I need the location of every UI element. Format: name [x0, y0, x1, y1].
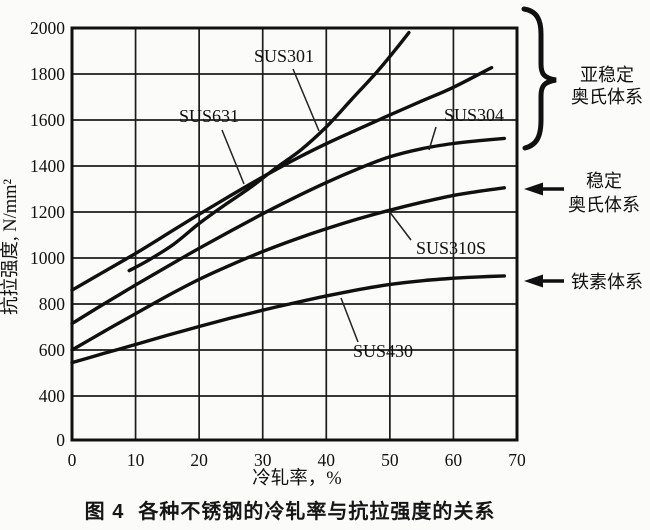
- label-leader-sus301: [292, 68, 320, 132]
- y-tick-label: 1600: [30, 110, 65, 130]
- y-axis-title: 抗拉强度, N/mm²: [0, 179, 21, 316]
- label-leader-sus631: [221, 129, 245, 185]
- left-arrow-sus310s-head: [524, 182, 543, 196]
- y-tick-label: 1800: [30, 64, 65, 84]
- curve-sus631: [70, 65, 494, 292]
- y-tick-label: 0: [56, 430, 65, 450]
- curve-sus310s: [70, 186, 506, 352]
- y-tick-label: 2000: [30, 18, 65, 38]
- x-tick-label: 60: [445, 450, 463, 470]
- x-tick-label: 70: [508, 450, 526, 470]
- y-tick-label: 400: [39, 386, 66, 406]
- figure-title: 各种不锈钢的冷轧率与抗拉强度的关系: [138, 501, 496, 523]
- y-tick-label: 800: [39, 294, 66, 314]
- plot-border: [70, 26, 519, 442]
- figure-caption: 图 4 各种不锈钢的冷轧率与抗拉强度的关系: [0, 495, 580, 524]
- y-tick-label: 1000: [30, 248, 65, 268]
- annotation-text-亚稳定奥氏体系: 奥氏体系: [571, 87, 643, 107]
- y-tick-label: 600: [39, 340, 66, 360]
- annotation-text-铁素体系: 铁素体系: [571, 272, 643, 292]
- curve-sus304: [70, 136, 506, 326]
- x-tick-label: 0: [68, 450, 77, 470]
- curve-label-sus301: SUS301: [254, 46, 314, 66]
- label-leader-sus430: [340, 297, 359, 343]
- x-axis-title: 冷轧率，%: [252, 468, 341, 489]
- curve-label-sus304: SUS304: [444, 105, 504, 125]
- x-tick-label: 50: [381, 450, 399, 470]
- label-leader-sus310s: [388, 210, 412, 241]
- annotation-text-亚稳定奥氏体系: 亚稳定: [580, 65, 634, 85]
- left-arrow-sus430-head: [524, 274, 543, 288]
- x-tick-label: 40: [318, 450, 336, 470]
- annotation-text-稳定奥氏体系: 奥氏体系: [568, 195, 640, 215]
- line-chart: 0 400 600 800 1000 1200 1400 1600 1800 2000 0 10 20 3…: [0, 6, 643, 489]
- curve-label-sus430: SUS430: [353, 341, 413, 361]
- x-tick-label: 20: [190, 450, 208, 470]
- curve-label-sus310s: SUS310S: [416, 238, 486, 258]
- curve-label-sus631: SUS631: [179, 106, 239, 126]
- curve-sus430: [70, 274, 506, 365]
- x-tick-label: 10: [127, 450, 145, 470]
- annotation-text-稳定奥氏体系: 稳定: [586, 171, 622, 191]
- figure-number: 图 4: [84, 501, 125, 523]
- y-tick-label: 1200: [30, 202, 65, 222]
- x-tick-label: 30: [254, 450, 272, 470]
- curve-sus301: [127, 30, 411, 273]
- label-leader-sus304: [428, 126, 437, 151]
- y-tick-label: 1400: [30, 156, 65, 176]
- group-brace-metastable-austenitic: [521, 6, 557, 151]
